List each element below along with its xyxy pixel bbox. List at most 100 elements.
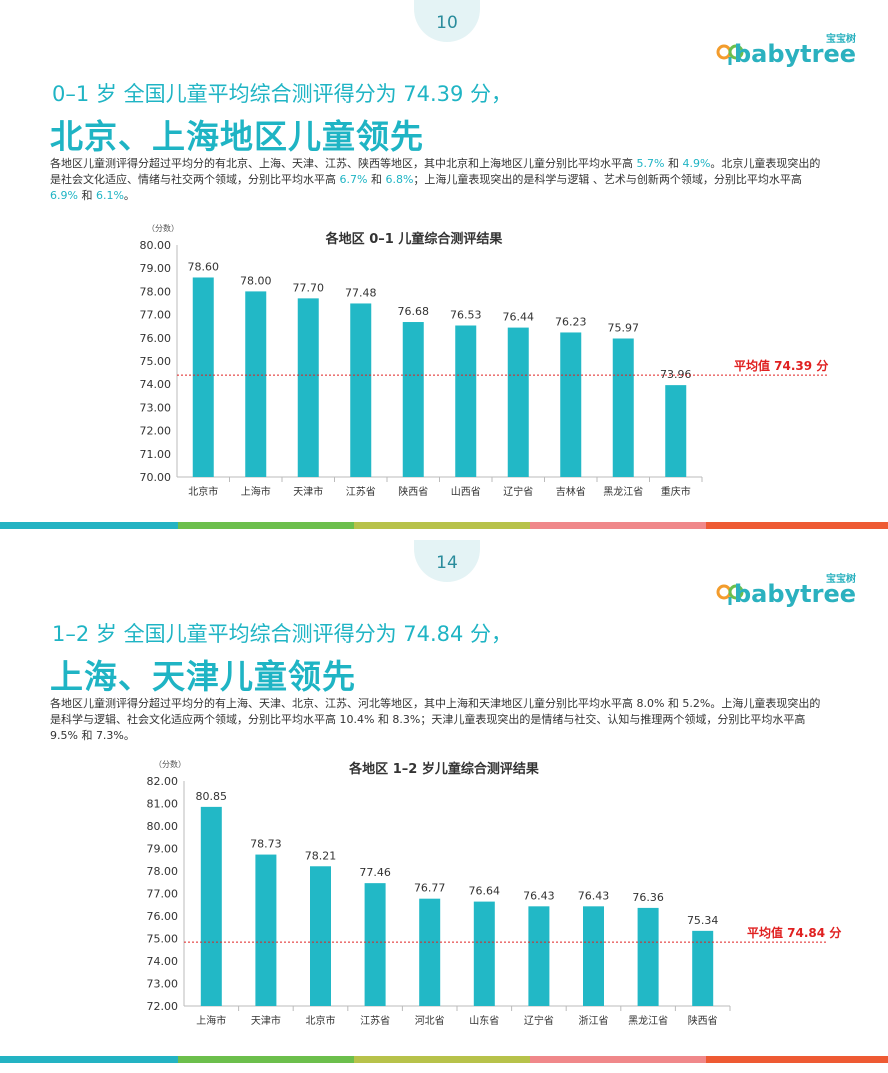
- bar: [637, 907, 659, 1006]
- y-tick-label: 79.00: [147, 843, 179, 856]
- x-tick-label: 河北省: [415, 1014, 445, 1027]
- x-tick-label: 上海市: [196, 1014, 226, 1027]
- bar: [364, 883, 386, 1006]
- x-tick-label: 山东省: [469, 1014, 499, 1027]
- x-tick-label: 重庆市: [661, 485, 691, 498]
- logo-en-text: babytree: [733, 580, 856, 608]
- slide-page-14: 14 宝宝树 babytree 1–2 岁 全国儿童平均综合测评得分为 74.8…: [12, 540, 878, 1060]
- stripe-segment: [0, 522, 178, 529]
- desc-text: 和: [367, 173, 386, 186]
- desc-text: 。: [123, 189, 135, 202]
- bar-value-label: 76.53: [450, 309, 482, 322]
- x-tick-label: 北京市: [306, 1014, 336, 1027]
- y-tick-label: 73.00: [147, 978, 179, 991]
- y-tick-label: 76.00: [147, 910, 179, 923]
- bar: [350, 303, 372, 477]
- y-tick-label: 82.00: [147, 775, 179, 788]
- y-tick-label: 74.00: [147, 955, 179, 968]
- y-tick-label: 72.00: [147, 1000, 179, 1013]
- y-tick-label: 77.00: [140, 309, 172, 322]
- stripe-segment: [354, 1056, 530, 1063]
- y-tick-label: 71.00: [140, 448, 172, 461]
- stripe-segment: [178, 522, 354, 529]
- bar-value-label: 78.60: [188, 260, 220, 273]
- babytree-logo-icon: [716, 44, 744, 65]
- stripe-segment: [706, 1056, 888, 1063]
- stripe-segment: [530, 522, 706, 529]
- y-tick-label: 78.00: [140, 285, 172, 298]
- bar-value-label: 78.21: [305, 849, 337, 862]
- bar-value-label: 77.70: [293, 281, 325, 294]
- color-stripe: [0, 1056, 888, 1063]
- y-tick-label: 76.00: [140, 332, 172, 345]
- y-tick-label: 74.00: [140, 378, 172, 391]
- bar: [455, 325, 477, 477]
- x-tick-label: 上海市: [241, 485, 271, 498]
- slide-description: 各地区儿童测评得分超过平均分的有北京、上海、天津、江苏、陕西等地区，其中北京和上…: [50, 156, 830, 204]
- y-tick-label: 70.00: [140, 471, 172, 484]
- bar: [310, 866, 331, 1006]
- desc-highlight: 6.1%: [95, 189, 124, 202]
- bar-value-label: 76.43: [523, 889, 555, 902]
- bar-value-label: 73.96: [660, 368, 692, 381]
- bar: [507, 327, 529, 477]
- y-tick-label: 80.00: [147, 820, 179, 833]
- x-tick-label: 吉林省: [556, 485, 586, 498]
- bar-value-label: 77.46: [359, 866, 391, 879]
- bar: [692, 930, 714, 1006]
- logo-en-text: babytree: [733, 40, 856, 68]
- x-tick-label: 陕西省: [398, 485, 428, 498]
- chart-title: 各地区 1–2 岁儿童综合测评结果: [348, 761, 539, 777]
- slide-page-10: 10 宝宝树 babytree 0–1 岁 全国儿童平均综合测评得分为 74.3…: [12, 0, 878, 530]
- slide-subtitle: 0–1 岁 全国儿童平均综合测评得分为 74.39 分，: [52, 82, 513, 106]
- bar-chart-1-2: 各地区 1–2 岁儿童综合测评结果 （分数） 72.00 73.00 74.00 75.0…: [147, 759, 842, 1027]
- bar: [419, 898, 441, 1006]
- babytree-logo-icon: [716, 584, 744, 605]
- bar: [560, 332, 582, 477]
- x-tick-label: 北京市: [188, 485, 218, 498]
- desc-highlight: 6.9%: [50, 189, 78, 202]
- bar-value-label: 76.23: [555, 315, 587, 328]
- desc-highlight: 6.7%: [339, 173, 368, 186]
- x-tick-label: 辽宁省: [503, 485, 533, 498]
- bar: [297, 298, 319, 477]
- desc-highlight: 4.9%: [682, 157, 711, 170]
- bar-value-label: 75.34: [687, 914, 719, 927]
- slide-title: 北京、上海地区儿童领先: [50, 117, 424, 156]
- bar: [200, 806, 222, 1006]
- bar: [528, 906, 550, 1006]
- chart-title: 各地区 0–1 儿童综合测评结果: [325, 231, 503, 247]
- y-tick-label: 75.00: [140, 355, 172, 368]
- bar: [255, 854, 277, 1006]
- y-tick-label: 78.00: [147, 865, 179, 878]
- bar-value-label: 76.43: [578, 889, 610, 902]
- x-tick-label: 江苏省: [360, 1014, 390, 1027]
- x-tick-label: 江苏省: [346, 485, 376, 498]
- stripe-segment: [530, 1056, 706, 1063]
- color-stripe: [0, 522, 888, 529]
- x-tick-label: 辽宁省: [524, 1014, 554, 1027]
- stripe-segment: [354, 522, 530, 529]
- x-tick-label: 天津市: [293, 485, 323, 498]
- x-tick-label: 黑龙江省: [603, 485, 643, 498]
- y-tick-label: 77.00: [147, 888, 179, 901]
- bar: [583, 906, 604, 1006]
- desc-text: 和: [664, 157, 683, 170]
- bar: [612, 338, 634, 477]
- slide-description: 各地区儿童测评得分超过平均分的有上海、天津、北京、江苏、河北等地区，其中上海和天…: [50, 697, 821, 742]
- x-tick-label: 山西省: [451, 485, 481, 498]
- bar-value-label: 77.48: [345, 286, 377, 299]
- y-tick-label: 80.00: [140, 239, 172, 252]
- bar-value-label: 76.64: [469, 885, 501, 898]
- x-tick-label: 浙江省: [579, 1014, 609, 1027]
- y-tick-label: 79.00: [140, 262, 172, 275]
- y-tick-label: 73.00: [140, 401, 172, 414]
- desc-text: 和: [77, 189, 96, 202]
- bar-value-label: 78.00: [240, 274, 272, 287]
- y-tick-label: 72.00: [140, 425, 172, 438]
- x-tick-label: 天津市: [251, 1014, 281, 1027]
- desc-text: 各地区儿童测评得分超过平均分的有北京、上海、天津、江苏、陕西等地区，其中北京和上…: [50, 157, 637, 170]
- bar: [402, 322, 424, 477]
- desc-text: ；上海儿童表现突出的是科学与逻辑 、艺术与创新两个领域，分别比平均水平高: [413, 173, 802, 186]
- bar-value-label: 76.36: [632, 891, 664, 904]
